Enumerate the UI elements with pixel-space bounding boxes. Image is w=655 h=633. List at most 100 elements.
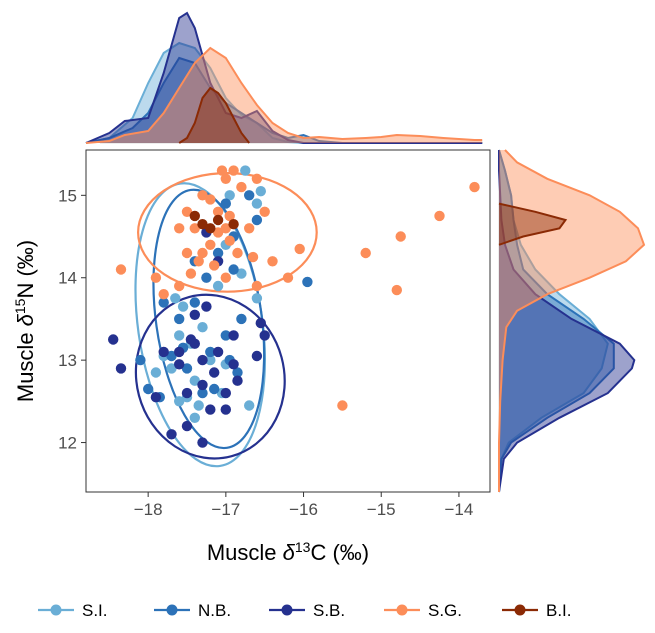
point-s-g (174, 223, 185, 234)
ellipse-s-g (136, 171, 318, 293)
legend-item-s-b: S.B. (269, 601, 345, 620)
x-tick-label: −14 (445, 500, 474, 519)
point-s-b (115, 363, 127, 374)
point-s-i (212, 280, 224, 292)
x-axis-title: Muscle δ13C (‰) (207, 539, 369, 565)
legend-key-point (50, 604, 62, 616)
point-s-b (259, 330, 270, 341)
point-s-g (212, 227, 224, 238)
point-s-i (236, 268, 247, 279)
density-y-line-b-i (498, 202, 568, 246)
legend-label: B.I. (546, 601, 572, 620)
density-y-fill-s-b (499, 150, 635, 492)
legend-key-point (396, 604, 408, 616)
point-n-b (205, 346, 216, 358)
legend-key-point (281, 604, 293, 616)
density-x-line-s-g (85, 46, 483, 144)
point-n-b (197, 387, 208, 399)
point-s-g (197, 247, 208, 259)
point-s-g (181, 247, 193, 259)
point-s-b (251, 350, 263, 362)
density-x-fill-s-b (86, 13, 483, 143)
point-s-b (209, 367, 220, 378)
point-s-g (212, 206, 224, 217)
point-s-g (395, 231, 406, 242)
point-s-g (236, 181, 247, 193)
density-x-fill-b-i (179, 88, 250, 143)
point-s-b (108, 334, 119, 345)
point-n-b (181, 363, 193, 374)
density-x-fill-s-g (86, 48, 483, 143)
point-s-b (255, 317, 266, 329)
density-y-fill-n-b (499, 150, 614, 492)
point-s-i (205, 354, 216, 366)
x-axis: −18 −17 −16 −15 −14 (134, 492, 474, 519)
point-n-b (212, 247, 224, 259)
legend-label: N.B. (198, 601, 231, 620)
point-n-b (201, 272, 212, 283)
point-s-b (181, 387, 193, 399)
point-s-i (150, 367, 162, 378)
density-y-fill-b-i (499, 203, 566, 245)
point-s-g (220, 272, 231, 283)
point-n-b (135, 354, 146, 366)
point-s-g (174, 280, 185, 292)
legend-label: S.G. (428, 601, 462, 620)
point-s-g (205, 239, 216, 250)
point-s-g (391, 284, 402, 296)
x-tick-label: −15 (367, 500, 396, 519)
legend-key-point (166, 604, 178, 616)
point-s-g (185, 268, 197, 279)
point-b-i (205, 223, 216, 234)
point-s-b (166, 429, 177, 440)
point-n-b (228, 264, 239, 275)
point-n-b (220, 198, 231, 209)
plot-panel (85, 149, 491, 493)
ellipse-layer (134, 171, 318, 468)
point-s-g (360, 247, 371, 259)
point-s-b (174, 346, 185, 358)
point-s-g (115, 264, 127, 275)
point-s-i (189, 375, 200, 386)
x-tick-label: −18 (134, 500, 163, 519)
density-x-fill-s-i (86, 43, 483, 143)
point-s-i (170, 293, 181, 304)
point-s-g (251, 280, 263, 292)
point-s-g (244, 223, 255, 234)
y-tick-label: 13 (58, 351, 77, 370)
point-s-g (181, 206, 193, 217)
point-s-g (247, 251, 259, 263)
point-s-i (177, 301, 189, 312)
point-n-b (232, 367, 243, 378)
point-s-i (193, 400, 204, 411)
density-y-line-s-g (498, 149, 646, 492)
point-s-b (228, 359, 239, 370)
point-s-i (251, 293, 263, 304)
point-n-b (158, 297, 169, 308)
y-tick-label: 12 (58, 434, 77, 453)
point-s-g (267, 256, 278, 267)
density-x-line-s-b (85, 11, 483, 144)
legend-label: S.I. (82, 601, 108, 620)
point-s-b (197, 437, 208, 448)
point-s-g (228, 165, 239, 176)
point-s-g (224, 210, 235, 222)
point-b-i (197, 219, 208, 230)
point-s-i (174, 330, 185, 341)
point-n-b (244, 190, 255, 201)
point-n-b (209, 383, 220, 395)
density-x-line-b-i (178, 86, 250, 144)
y-tick-label: 15 (58, 186, 77, 205)
point-b-i (212, 214, 224, 226)
legend-item-s-i: S.I. (38, 601, 108, 620)
point-s-i (189, 412, 200, 423)
point-s-g (197, 190, 208, 201)
point-s-b (232, 375, 243, 386)
point-s-g (216, 165, 228, 176)
point-s-b (158, 346, 169, 358)
y-tick-label: 14 (58, 269, 77, 288)
point-b-i (228, 219, 239, 230)
point-s-g (150, 272, 162, 283)
ellipse-s-b (134, 293, 286, 460)
